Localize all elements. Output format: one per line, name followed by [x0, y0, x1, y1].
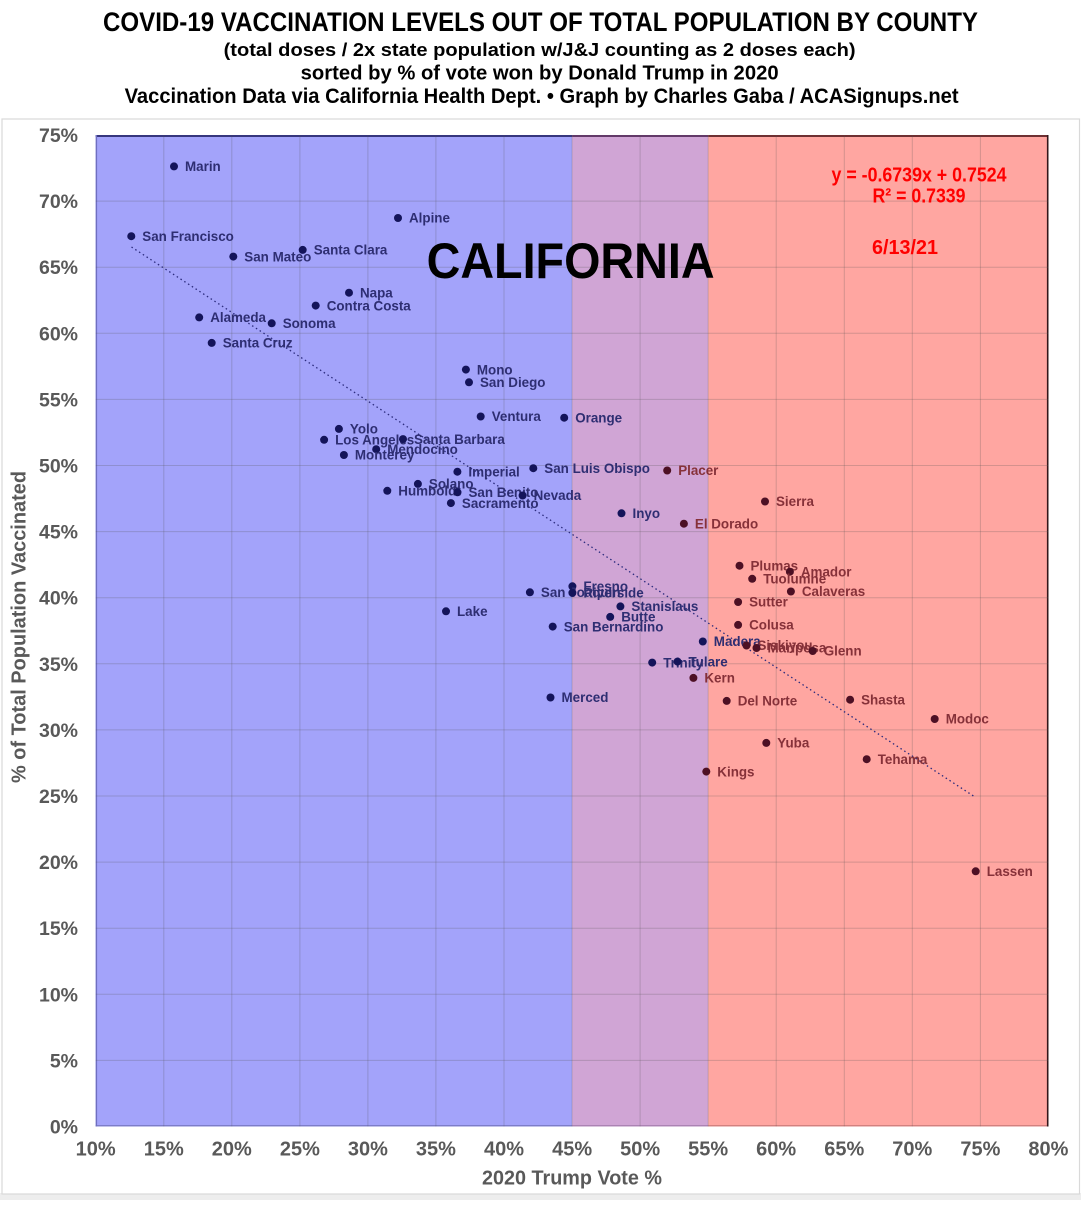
- svg-text:55%: 55%: [39, 389, 78, 411]
- svg-text:10%: 10%: [76, 1139, 116, 1161]
- svg-text:Ventura: Ventura: [492, 409, 542, 424]
- svg-text:45%: 45%: [552, 1139, 592, 1161]
- svg-text:Los Angeles: Los Angeles: [335, 433, 414, 448]
- svg-text:Stanislaus: Stanislaus: [631, 599, 698, 614]
- svg-text:Imperial: Imperial: [468, 464, 519, 479]
- svg-text:Modoc: Modoc: [946, 712, 990, 727]
- svg-text:Mono: Mono: [477, 362, 513, 377]
- svg-text:Kern: Kern: [704, 671, 735, 686]
- svg-text:70%: 70%: [39, 191, 78, 213]
- svg-text:15%: 15%: [144, 1139, 184, 1161]
- svg-text:Colusa: Colusa: [749, 618, 794, 633]
- svg-text:Trinity: Trinity: [663, 655, 704, 670]
- svg-text:San Mateo: San Mateo: [244, 249, 311, 264]
- svg-text:San Diego: San Diego: [480, 375, 545, 390]
- svg-text:Riverside: Riverside: [583, 586, 643, 601]
- svg-text:Glenn: Glenn: [824, 644, 862, 659]
- svg-text:20%: 20%: [39, 852, 78, 874]
- svg-text:20%: 20%: [212, 1139, 252, 1161]
- svg-text:Del Norte: Del Norte: [738, 694, 798, 709]
- svg-text:Humboldt: Humboldt: [398, 484, 461, 499]
- svg-text:R² = 0.7339: R² = 0.7339: [873, 186, 966, 208]
- svg-text:10%: 10%: [39, 984, 78, 1006]
- svg-text:Siskiyou: Siskiyou: [758, 638, 813, 653]
- svg-text:Santa Barbara: Santa Barbara: [414, 432, 505, 447]
- svg-text:Monterey: Monterey: [355, 448, 415, 463]
- svg-text:60%: 60%: [39, 323, 78, 345]
- svg-text:El Dorado: El Dorado: [695, 516, 758, 531]
- svg-text:Alpine: Alpine: [409, 211, 450, 226]
- svg-text:Alameda: Alameda: [210, 310, 266, 325]
- svg-text:Lake: Lake: [457, 604, 488, 619]
- svg-text:50%: 50%: [620, 1139, 660, 1161]
- svg-text:San Francisco: San Francisco: [142, 229, 234, 244]
- svg-text:40%: 40%: [39, 588, 78, 610]
- svg-text:Sonoma: Sonoma: [283, 316, 336, 331]
- svg-text:Mariposa: Mariposa: [768, 641, 827, 656]
- svg-text:30%: 30%: [348, 1139, 388, 1161]
- svg-text:30%: 30%: [39, 720, 78, 742]
- svg-text:Mendocino: Mendocino: [387, 442, 458, 457]
- svg-text:25%: 25%: [280, 1139, 320, 1161]
- svg-text:35%: 35%: [416, 1139, 456, 1161]
- svg-text:Orange: Orange: [575, 410, 622, 425]
- svg-text:Shasta: Shasta: [861, 692, 905, 707]
- svg-text:0%: 0%: [50, 1117, 78, 1139]
- svg-text:Sacramento: Sacramento: [462, 496, 539, 511]
- svg-text:y = -0.6739x + 0.7524: y = -0.6739x + 0.7524: [832, 165, 1008, 187]
- svg-text:Merced: Merced: [562, 690, 609, 705]
- svg-text:65%: 65%: [824, 1139, 864, 1161]
- svg-text:Santa Clara: Santa Clara: [314, 243, 388, 258]
- svg-text:75%: 75%: [960, 1139, 1000, 1161]
- svg-text:40%: 40%: [484, 1139, 524, 1161]
- svg-text:80%: 80%: [1028, 1139, 1068, 1161]
- svg-text:CALIFORNIA: CALIFORNIA: [427, 233, 715, 289]
- svg-text:75%: 75%: [39, 125, 78, 147]
- svg-text:Placer: Placer: [678, 463, 719, 478]
- svg-text:sorted by % of vote won by Don: sorted by % of vote won by Donald Trump …: [301, 63, 779, 85]
- svg-text:Contra Costa: Contra Costa: [327, 298, 412, 313]
- svg-text:60%: 60%: [756, 1139, 796, 1161]
- svg-text:Santa Cruz: Santa Cruz: [223, 336, 293, 351]
- svg-text:65%: 65%: [39, 257, 78, 279]
- svg-text:% of Total Population Vaccinat: % of Total Population Vaccinated: [8, 471, 30, 783]
- svg-text:50%: 50%: [39, 456, 78, 478]
- svg-text:Nevada: Nevada: [534, 488, 582, 503]
- svg-text:45%: 45%: [39, 522, 78, 544]
- svg-text:Inyo: Inyo: [633, 506, 661, 521]
- svg-text:Sutter: Sutter: [749, 595, 788, 610]
- svg-text:Fresno: Fresno: [583, 579, 628, 594]
- svg-text:Butte: Butte: [621, 610, 655, 625]
- svg-text:(total doses / 2x state popula: (total doses / 2x state population w/J&J…: [224, 40, 856, 60]
- svg-text:Yolo: Yolo: [350, 422, 378, 437]
- svg-text:15%: 15%: [39, 918, 78, 940]
- svg-text:San Joaquin: San Joaquin: [541, 585, 621, 600]
- svg-text:55%: 55%: [688, 1139, 728, 1161]
- svg-text:25%: 25%: [39, 786, 78, 808]
- svg-text:Tulare: Tulare: [689, 654, 728, 669]
- svg-text:6/13/21: 6/13/21: [872, 237, 938, 259]
- svg-text:San Bernardino: San Bernardino: [564, 619, 664, 634]
- svg-text:San Luis Obispo: San Luis Obispo: [544, 461, 650, 476]
- svg-text:Sierra: Sierra: [776, 494, 815, 509]
- svg-text:Napa: Napa: [360, 285, 393, 300]
- svg-text:Solano: Solano: [429, 477, 474, 492]
- svg-text:Amador: Amador: [801, 564, 852, 579]
- svg-text:35%: 35%: [39, 654, 78, 676]
- svg-text:5%: 5%: [50, 1050, 78, 1072]
- svg-text:Tehama: Tehama: [878, 752, 928, 767]
- svg-text:2020 Trump Vote %: 2020 Trump Vote %: [482, 1168, 662, 1190]
- svg-text:Yuba: Yuba: [777, 736, 810, 751]
- svg-text:Kings: Kings: [717, 764, 754, 779]
- svg-text:Tuolumne: Tuolumne: [763, 572, 826, 587]
- svg-text:Vaccination Data via Californi: Vaccination Data via California Health D…: [125, 84, 959, 108]
- svg-text:Plumas: Plumas: [751, 558, 799, 573]
- svg-text:Calaveras: Calaveras: [802, 584, 865, 599]
- svg-text:70%: 70%: [892, 1139, 932, 1161]
- svg-text:Lassen: Lassen: [987, 864, 1033, 879]
- svg-text:Marin: Marin: [185, 159, 221, 174]
- svg-text:COVID-19 VACCINATION LEVELS OU: COVID-19 VACCINATION LEVELS OUT OF TOTAL…: [103, 7, 978, 37]
